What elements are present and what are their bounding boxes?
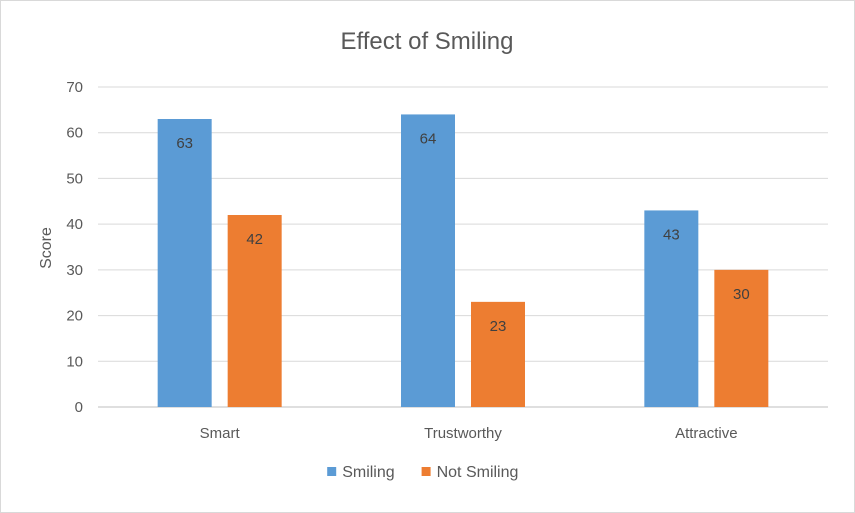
x-category-label: Smart [200, 425, 241, 442]
bars [157, 114, 769, 407]
legend-label: Smiling [342, 464, 394, 481]
data-labels: 63 42 64 23 43 30 [176, 130, 749, 334]
x-category-label: Attractive [675, 425, 738, 442]
legend-swatch [327, 467, 337, 476]
y-tick-label: 40 [66, 216, 83, 233]
legend: Smiling Not Smiling [327, 464, 518, 481]
data-label: 64 [420, 130, 437, 147]
y-tick-label: 50 [66, 170, 83, 187]
y-tick-label: 60 [66, 125, 83, 142]
y-tick-label: 20 [66, 308, 83, 325]
data-label: 42 [246, 231, 263, 248]
data-label: 30 [733, 286, 750, 303]
chart-title: Effect of Smiling [341, 28, 514, 55]
y-tick-label: 0 [75, 399, 83, 416]
bar-smiling [157, 119, 212, 407]
y-tick-label: 10 [66, 353, 83, 370]
legend-label: Not Smiling [437, 464, 519, 481]
bar-smiling [401, 114, 455, 407]
legend-swatch [421, 467, 431, 476]
bar-not-smiling [227, 215, 282, 407]
data-label: 23 [490, 318, 507, 335]
data-label: 43 [663, 226, 680, 243]
x-axis-categories: Smart Trustworthy Attractive [200, 425, 738, 442]
bar-smiling [644, 210, 699, 407]
y-tick-label: 30 [66, 262, 83, 279]
y-axis-ticks: 0 10 20 30 40 50 60 70 [66, 79, 83, 416]
bar-not-smiling [714, 269, 769, 407]
data-label: 63 [176, 135, 193, 152]
y-tick-label: 70 [66, 79, 83, 96]
gridlines [98, 86, 828, 408]
bar-not-smiling [471, 301, 525, 407]
x-category-label: Trustworthy [424, 425, 502, 442]
y-axis-title: Score [38, 227, 55, 269]
